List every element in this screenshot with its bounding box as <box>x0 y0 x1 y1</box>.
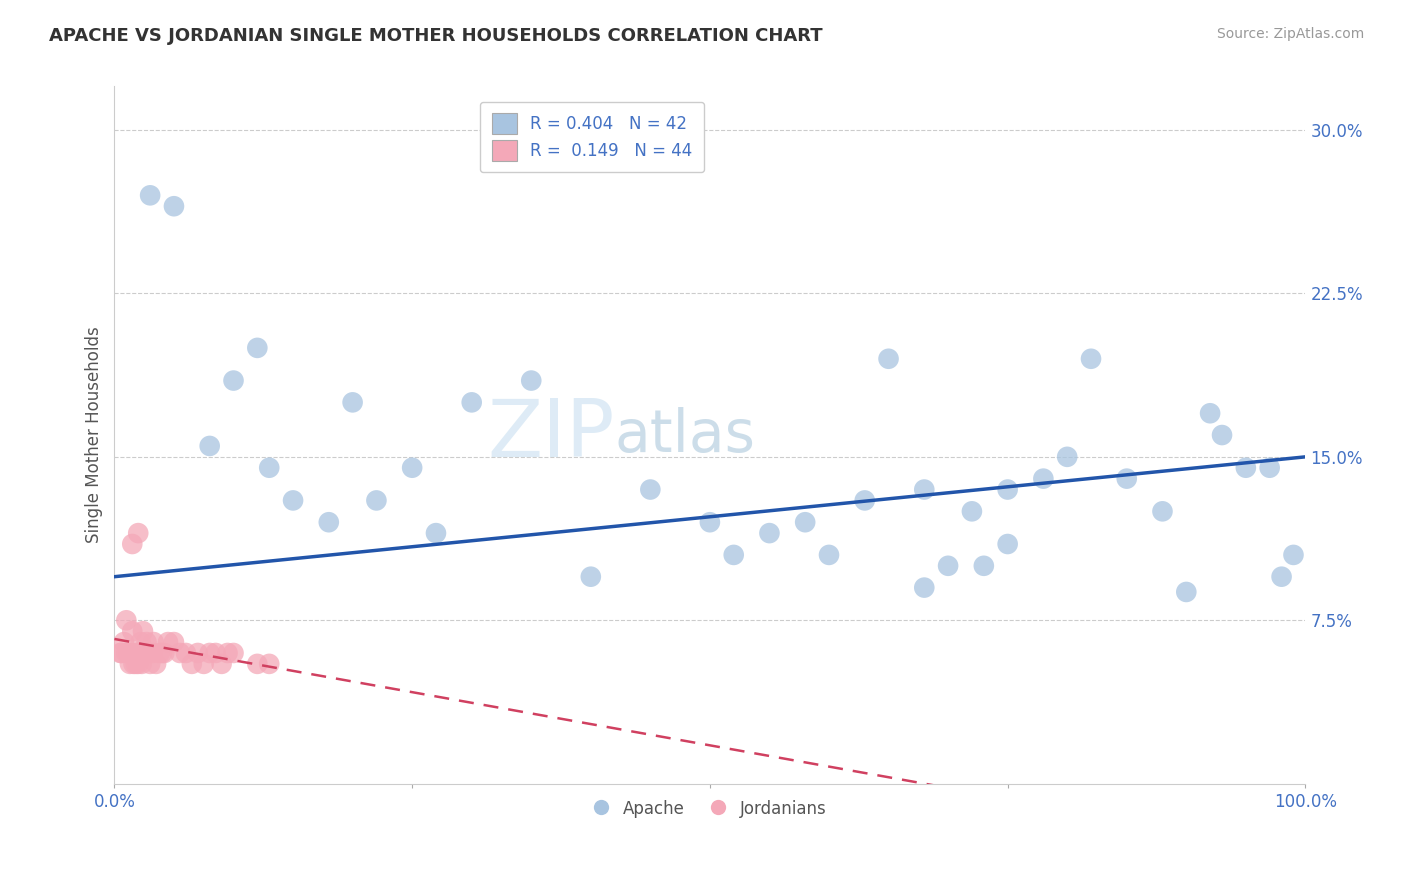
Point <box>1234 460 1257 475</box>
Point <box>204 646 226 660</box>
Point <box>121 624 143 639</box>
Point <box>818 548 841 562</box>
Point <box>640 483 662 497</box>
Point <box>342 395 364 409</box>
Point <box>131 657 153 671</box>
Point <box>1282 548 1305 562</box>
Text: Source: ZipAtlas.com: Source: ZipAtlas.com <box>1216 27 1364 41</box>
Point <box>1152 504 1174 518</box>
Text: ZIP: ZIP <box>488 396 614 474</box>
Point <box>118 657 141 671</box>
Point <box>149 646 172 660</box>
Point <box>169 646 191 660</box>
Point <box>121 646 143 660</box>
Point <box>1032 472 1054 486</box>
Point <box>156 635 179 649</box>
Point <box>973 558 995 573</box>
Point <box>1175 585 1198 599</box>
Point <box>1258 460 1281 475</box>
Legend: Apache, Jordanians: Apache, Jordanians <box>586 793 834 824</box>
Point <box>699 515 721 529</box>
Point <box>125 646 148 660</box>
Y-axis label: Single Mother Households: Single Mother Households <box>86 326 103 543</box>
Point <box>1199 406 1222 420</box>
Point <box>141 646 163 660</box>
Point <box>118 646 141 660</box>
Point <box>134 646 156 660</box>
Point <box>134 646 156 660</box>
Point <box>135 635 157 649</box>
Point <box>132 624 155 639</box>
Point <box>150 646 173 660</box>
Point <box>174 646 197 660</box>
Point <box>853 493 876 508</box>
Point <box>122 657 145 671</box>
Point <box>112 635 135 649</box>
Point <box>936 558 959 573</box>
Point <box>129 635 152 649</box>
Point <box>425 526 447 541</box>
Point <box>139 657 162 671</box>
Point <box>579 570 602 584</box>
Point <box>794 515 817 529</box>
Point <box>187 646 209 660</box>
Text: atlas: atlas <box>614 407 755 464</box>
Point <box>110 646 132 660</box>
Point <box>257 657 280 671</box>
Point <box>163 199 186 213</box>
Point <box>460 395 482 409</box>
Point <box>125 657 148 671</box>
Point <box>128 646 150 660</box>
Point <box>198 439 221 453</box>
Point <box>180 657 202 671</box>
Point <box>127 526 149 541</box>
Point <box>145 657 167 671</box>
Point <box>1056 450 1078 464</box>
Point <box>877 351 900 366</box>
Point <box>110 646 132 660</box>
Point <box>1080 351 1102 366</box>
Point <box>257 460 280 475</box>
Point <box>1271 570 1294 584</box>
Point <box>222 374 245 388</box>
Point <box>366 493 388 508</box>
Text: APACHE VS JORDANIAN SINGLE MOTHER HOUSEHOLDS CORRELATION CHART: APACHE VS JORDANIAN SINGLE MOTHER HOUSEH… <box>49 27 823 45</box>
Point <box>121 537 143 551</box>
Point <box>217 646 239 660</box>
Point <box>136 646 159 660</box>
Point <box>163 635 186 649</box>
Point <box>142 635 165 649</box>
Point <box>115 646 138 660</box>
Point <box>758 526 780 541</box>
Point <box>997 483 1019 497</box>
Point <box>520 374 543 388</box>
Point <box>1211 428 1233 442</box>
Point <box>211 657 233 671</box>
Point <box>723 548 745 562</box>
Point <box>139 188 162 202</box>
Point <box>127 657 149 671</box>
Point <box>997 537 1019 551</box>
Point <box>401 460 423 475</box>
Point <box>912 483 935 497</box>
Point <box>246 657 269 671</box>
Point <box>193 657 215 671</box>
Point <box>318 515 340 529</box>
Point <box>153 646 176 660</box>
Point <box>115 613 138 627</box>
Point <box>222 646 245 660</box>
Point <box>281 493 304 508</box>
Point <box>912 581 935 595</box>
Point <box>246 341 269 355</box>
Point <box>960 504 983 518</box>
Point <box>198 646 221 660</box>
Point <box>1115 472 1137 486</box>
